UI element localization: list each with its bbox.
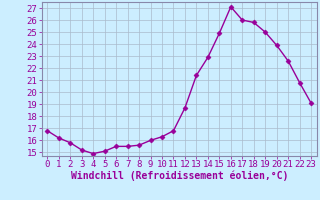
X-axis label: Windchill (Refroidissement éolien,°C): Windchill (Refroidissement éolien,°C) — [70, 171, 288, 181]
